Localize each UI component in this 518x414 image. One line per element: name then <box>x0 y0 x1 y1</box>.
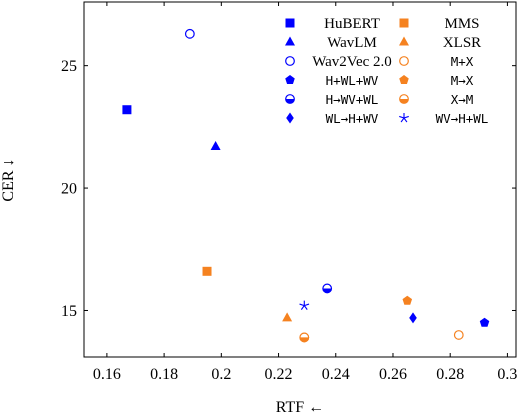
x-axis-title: RTF ← <box>276 399 324 414</box>
data-point <box>402 295 413 305</box>
y-tick-label: 25 <box>61 58 77 75</box>
legend-marker <box>285 36 295 46</box>
legend-marker <box>285 75 295 85</box>
legend-marker <box>399 75 409 85</box>
legend-marker <box>399 18 409 28</box>
data-point <box>479 317 490 327</box>
legend-marker <box>286 112 294 124</box>
legend-marker <box>285 18 295 28</box>
legend-marker <box>399 113 409 123</box>
x-tick-label: 0.26 <box>379 366 407 383</box>
legend-label: X→M <box>451 92 474 107</box>
plot-frame <box>83 1 517 358</box>
legend-label: M→X <box>451 73 474 88</box>
data-point <box>322 283 333 294</box>
y-axis-title: CER ↓ <box>0 158 17 201</box>
x-tick-label: 0.24 <box>322 366 350 383</box>
data-point <box>184 28 195 39</box>
legend-label: HuBERT <box>324 16 380 32</box>
axis-ticks: 0.16 0.18 0.2 0.22 0.24 0.26 0.28 0.3 15 20 25 <box>61 2 517 383</box>
data-point <box>282 312 293 322</box>
data-point <box>202 266 212 276</box>
legend-label: XLSR <box>443 35 481 51</box>
legend-marker <box>285 94 295 104</box>
data-points <box>122 28 490 343</box>
legend-marker <box>399 94 409 104</box>
legend-label: M+X <box>451 54 474 69</box>
legend: HuBERT MMS WavLM XLSR Wav2Vec 2.0 M+X H+WL+WV M… <box>285 16 488 126</box>
data-point <box>453 330 464 340</box>
legend-label: Wav2Vec 2.0 <box>312 54 392 70</box>
y-tick-label: 15 <box>61 303 77 320</box>
x-tick-label: 0.16 <box>93 366 121 383</box>
legend-marker <box>285 56 295 66</box>
legend-marker <box>399 36 409 46</box>
x-tick-label: 0.28 <box>436 366 464 383</box>
data-point <box>299 300 310 310</box>
legend-marker <box>399 56 409 66</box>
x-tick-label: 0.18 <box>150 366 178 383</box>
legend-label: MMS <box>444 16 479 32</box>
legend-label: WV→H+WL <box>436 111 489 126</box>
x-tick-label: 0.2 <box>211 366 231 383</box>
data-point <box>122 105 132 115</box>
x-tick-label: 0.22 <box>265 366 293 383</box>
x-tick-label: 0.3 <box>497 366 517 383</box>
legend-label: WL→H+WV <box>326 111 379 126</box>
data-point <box>210 140 221 150</box>
legend-label: H+WL+WV <box>326 73 379 88</box>
data-point <box>299 332 310 343</box>
data-point <box>409 312 417 324</box>
y-tick-label: 20 <box>61 181 77 198</box>
legend-label: H→WV+WL <box>326 92 379 107</box>
legend-label: WavLM <box>327 35 377 51</box>
